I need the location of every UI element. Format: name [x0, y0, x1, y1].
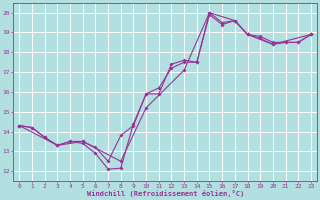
X-axis label: Windchill (Refroidissement éolien,°C): Windchill (Refroidissement éolien,°C) [86, 190, 244, 197]
